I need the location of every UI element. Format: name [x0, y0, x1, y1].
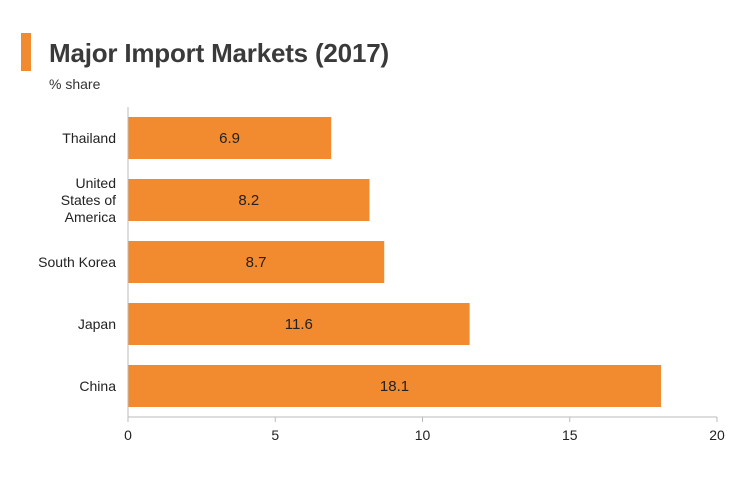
bar [128, 365, 662, 407]
category-label: States of [61, 192, 116, 208]
category-label: South Korea [38, 254, 116, 270]
bar [128, 303, 470, 345]
category-label: Thailand [62, 130, 116, 146]
x-tick-label: 15 [562, 427, 578, 443]
data-label: 8.7 [246, 254, 267, 271]
x-tick-label: 5 [271, 427, 279, 443]
x-tick-label: 0 [124, 427, 132, 443]
category-label: United [76, 175, 116, 191]
data-label: 18.1 [380, 378, 409, 395]
bar [128, 241, 385, 283]
category-label: Japan [78, 316, 116, 332]
bar [128, 179, 370, 221]
category-label: America [65, 209, 117, 225]
data-label: 6.9 [219, 130, 240, 147]
title-accent-bar [21, 33, 31, 71]
category-label: China [79, 378, 116, 394]
data-label: 11.6 [285, 316, 313, 333]
chart-title: Major Import Markets (2017) [49, 38, 389, 68]
chart-subtitle: % share [49, 76, 101, 92]
data-label: 8.2 [238, 192, 259, 209]
x-tick-label: 20 [709, 427, 725, 443]
bar [128, 117, 332, 159]
x-tick-label: 10 [415, 427, 431, 443]
